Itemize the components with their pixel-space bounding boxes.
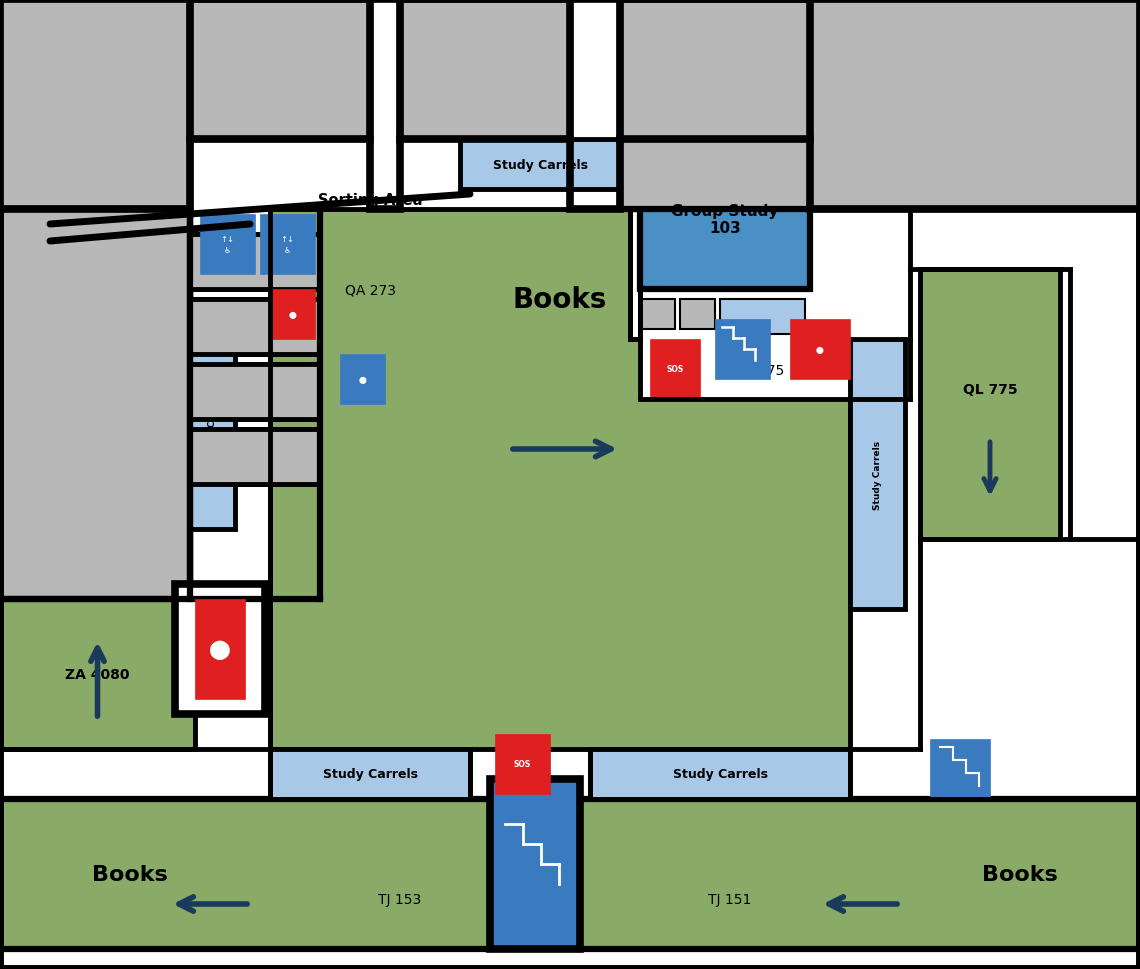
Text: Study Carrels: Study Carrels xyxy=(673,767,767,781)
Bar xyxy=(620,0,1140,209)
Bar xyxy=(0,209,190,600)
Bar xyxy=(461,140,620,190)
Text: ↑↓
♿: ↑↓ ♿ xyxy=(220,235,235,255)
Text: Sorting Area: Sorting Area xyxy=(318,193,422,207)
Bar xyxy=(0,0,190,209)
Text: SOS: SOS xyxy=(667,365,684,374)
Bar xyxy=(591,749,850,799)
Bar xyxy=(650,340,700,399)
Bar xyxy=(0,600,195,749)
Text: ⬤: ⬤ xyxy=(816,346,824,354)
Bar xyxy=(490,779,580,949)
Bar xyxy=(679,299,715,329)
Text: ZA 4080: ZA 4080 xyxy=(65,668,130,681)
Bar xyxy=(176,584,264,714)
Bar xyxy=(195,600,245,700)
Bar xyxy=(850,340,905,610)
Text: QL 775: QL 775 xyxy=(962,383,1017,396)
Bar xyxy=(640,299,675,329)
Bar xyxy=(190,0,370,140)
Bar xyxy=(340,355,385,405)
Bar xyxy=(0,799,1140,949)
Text: ↑↓
♿: ↑↓ ♿ xyxy=(280,235,294,255)
Bar xyxy=(190,429,320,484)
Text: SOS: SOS xyxy=(514,760,531,768)
Bar xyxy=(190,299,320,355)
Bar xyxy=(640,150,811,290)
Text: Study Carrels: Study Carrels xyxy=(207,391,217,459)
Text: TJ 153: TJ 153 xyxy=(378,892,422,906)
Bar xyxy=(930,739,990,799)
Bar xyxy=(190,364,320,420)
Text: Study Carrels: Study Carrels xyxy=(323,767,417,781)
Bar xyxy=(200,215,255,275)
Bar xyxy=(495,735,549,795)
Text: ⬤: ⬤ xyxy=(209,640,231,659)
Bar xyxy=(640,290,910,399)
Text: Group Study
103: Group Study 103 xyxy=(671,203,779,236)
Bar xyxy=(720,299,805,334)
Bar xyxy=(190,429,320,484)
Bar xyxy=(790,320,850,380)
Text: ⬤: ⬤ xyxy=(288,311,296,318)
Bar xyxy=(920,269,1060,540)
Text: ⬤: ⬤ xyxy=(359,376,366,383)
Bar xyxy=(190,320,235,529)
Bar xyxy=(190,0,370,140)
Bar xyxy=(270,290,315,340)
Bar xyxy=(620,0,1140,209)
Bar xyxy=(190,299,320,355)
Bar xyxy=(270,749,470,799)
Bar xyxy=(715,320,770,380)
Bar xyxy=(400,0,570,140)
Bar xyxy=(0,209,1140,969)
Bar xyxy=(400,0,570,140)
Text: Study Carrels: Study Carrels xyxy=(492,158,587,172)
Text: QA 273: QA 273 xyxy=(344,283,396,297)
Bar xyxy=(190,234,320,290)
Bar xyxy=(190,234,320,290)
Bar xyxy=(0,0,190,209)
Bar xyxy=(190,364,320,420)
Text: Study Carrels: Study Carrels xyxy=(873,440,882,509)
Bar xyxy=(190,0,370,140)
Text: Books: Books xyxy=(92,864,168,884)
Text: Books: Books xyxy=(513,286,608,314)
Text: QL 775: QL 775 xyxy=(735,362,784,377)
Bar xyxy=(260,215,315,275)
Text: Books: Books xyxy=(983,864,1058,884)
Polygon shape xyxy=(270,209,850,749)
Bar xyxy=(0,209,190,600)
Text: TJ 151: TJ 151 xyxy=(708,892,751,906)
